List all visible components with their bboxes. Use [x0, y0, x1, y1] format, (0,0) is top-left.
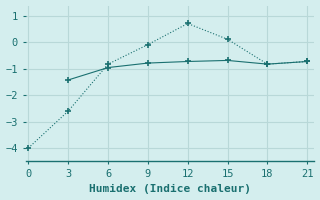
X-axis label: Humidex (Indice chaleur): Humidex (Indice chaleur): [89, 184, 251, 194]
